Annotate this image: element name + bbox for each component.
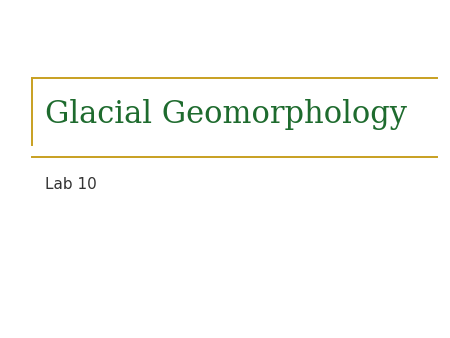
Text: Glacial Geomorphology: Glacial Geomorphology: [45, 99, 407, 130]
Text: Lab 10: Lab 10: [45, 177, 97, 192]
